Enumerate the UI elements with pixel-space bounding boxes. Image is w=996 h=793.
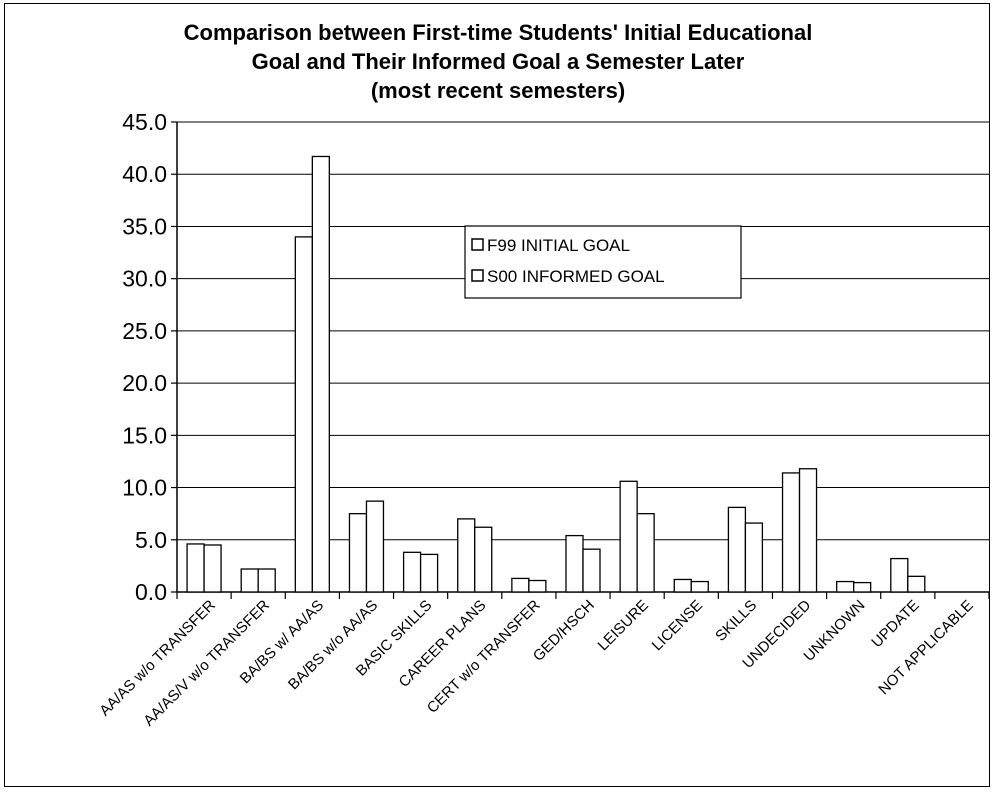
bar-s00-informed xyxy=(744,522,764,593)
bar-s00-informed xyxy=(203,544,222,593)
x-category-label: NOT APPLICABLE xyxy=(875,597,976,698)
bar-s00-informed xyxy=(365,500,385,593)
legend-box xyxy=(464,225,742,299)
bar-s00-informed xyxy=(690,580,709,593)
bar-f99-initial xyxy=(457,518,476,593)
y-tick-label: 10.0 xyxy=(122,475,167,501)
y-tick-label: 5.0 xyxy=(135,527,167,553)
bar-f99-initial xyxy=(186,543,205,593)
bar-f99-initial xyxy=(511,577,530,593)
bar-f99-initial xyxy=(565,534,584,593)
bar-f99-initial xyxy=(673,578,692,593)
bar-f99-initial xyxy=(240,568,259,593)
bar-s00-informed xyxy=(907,575,926,593)
chart-title-line-1: Comparison between First-time Students' … xyxy=(183,20,813,45)
bar-f99-initial xyxy=(348,513,368,593)
y-tick-label: 40.0 xyxy=(122,161,167,187)
x-category-label: CERT w/o TRANSFER xyxy=(424,597,544,717)
bar-s00-informed xyxy=(311,155,330,593)
bar-f99-initial xyxy=(294,236,313,593)
bar-s00-informed xyxy=(636,513,655,593)
y-tick-label: 35.0 xyxy=(122,213,167,239)
legend-swatch-f99-initial xyxy=(471,238,484,251)
bar-f99-initial xyxy=(402,551,422,593)
y-tick-label: 15.0 xyxy=(122,422,167,448)
bar-s00-informed xyxy=(853,581,872,593)
y-tick-label: 20.0 xyxy=(122,370,167,396)
legend: F99 INITIAL GOAL S00 INFORMED GOAL xyxy=(464,225,742,299)
chart-title-line-3: (most recent semesters) xyxy=(370,78,626,103)
bar-f99-initial xyxy=(727,506,747,593)
legend-swatch-s00-informed xyxy=(471,269,484,282)
x-category-label: LICENSE xyxy=(649,597,706,654)
chart-frame: Comparison between First-time Students' … xyxy=(4,3,990,787)
bar-s00-informed xyxy=(419,553,439,593)
x-category-label: UPDATE xyxy=(868,597,922,651)
legend-label-s00-informed: S00 INFORMED GOAL xyxy=(487,267,665,286)
y-tick-label: 30.0 xyxy=(122,266,167,292)
bar-f99-initial xyxy=(781,472,801,593)
bar-s00-informed xyxy=(528,579,547,593)
bar-s00-informed xyxy=(582,548,601,593)
y-tick-label: 0.0 xyxy=(135,579,167,605)
bar-s00-informed xyxy=(257,568,276,593)
x-category-label: SKILLS xyxy=(712,597,760,645)
bar-f99-initial xyxy=(890,557,909,593)
x-category-label: LEISURE xyxy=(595,597,652,654)
bar-chart: 0.05.010.015.020.025.030.035.040.045.0AA… xyxy=(96,109,989,729)
bar-f99-initial xyxy=(619,480,638,593)
chart-title: Comparison between First-time Students' … xyxy=(5,18,991,105)
bar-s00-informed xyxy=(474,526,493,593)
y-tick-label: 45.0 xyxy=(122,109,167,135)
y-tick-label: 25.0 xyxy=(122,318,167,344)
chart-title-line-2: Goal and Their Informed Goal a Semester … xyxy=(251,49,745,74)
bar-f99-initial xyxy=(836,580,855,593)
legend-label-f99-initial: F99 INITIAL GOAL xyxy=(487,236,630,255)
bar-s00-informed xyxy=(798,468,818,593)
